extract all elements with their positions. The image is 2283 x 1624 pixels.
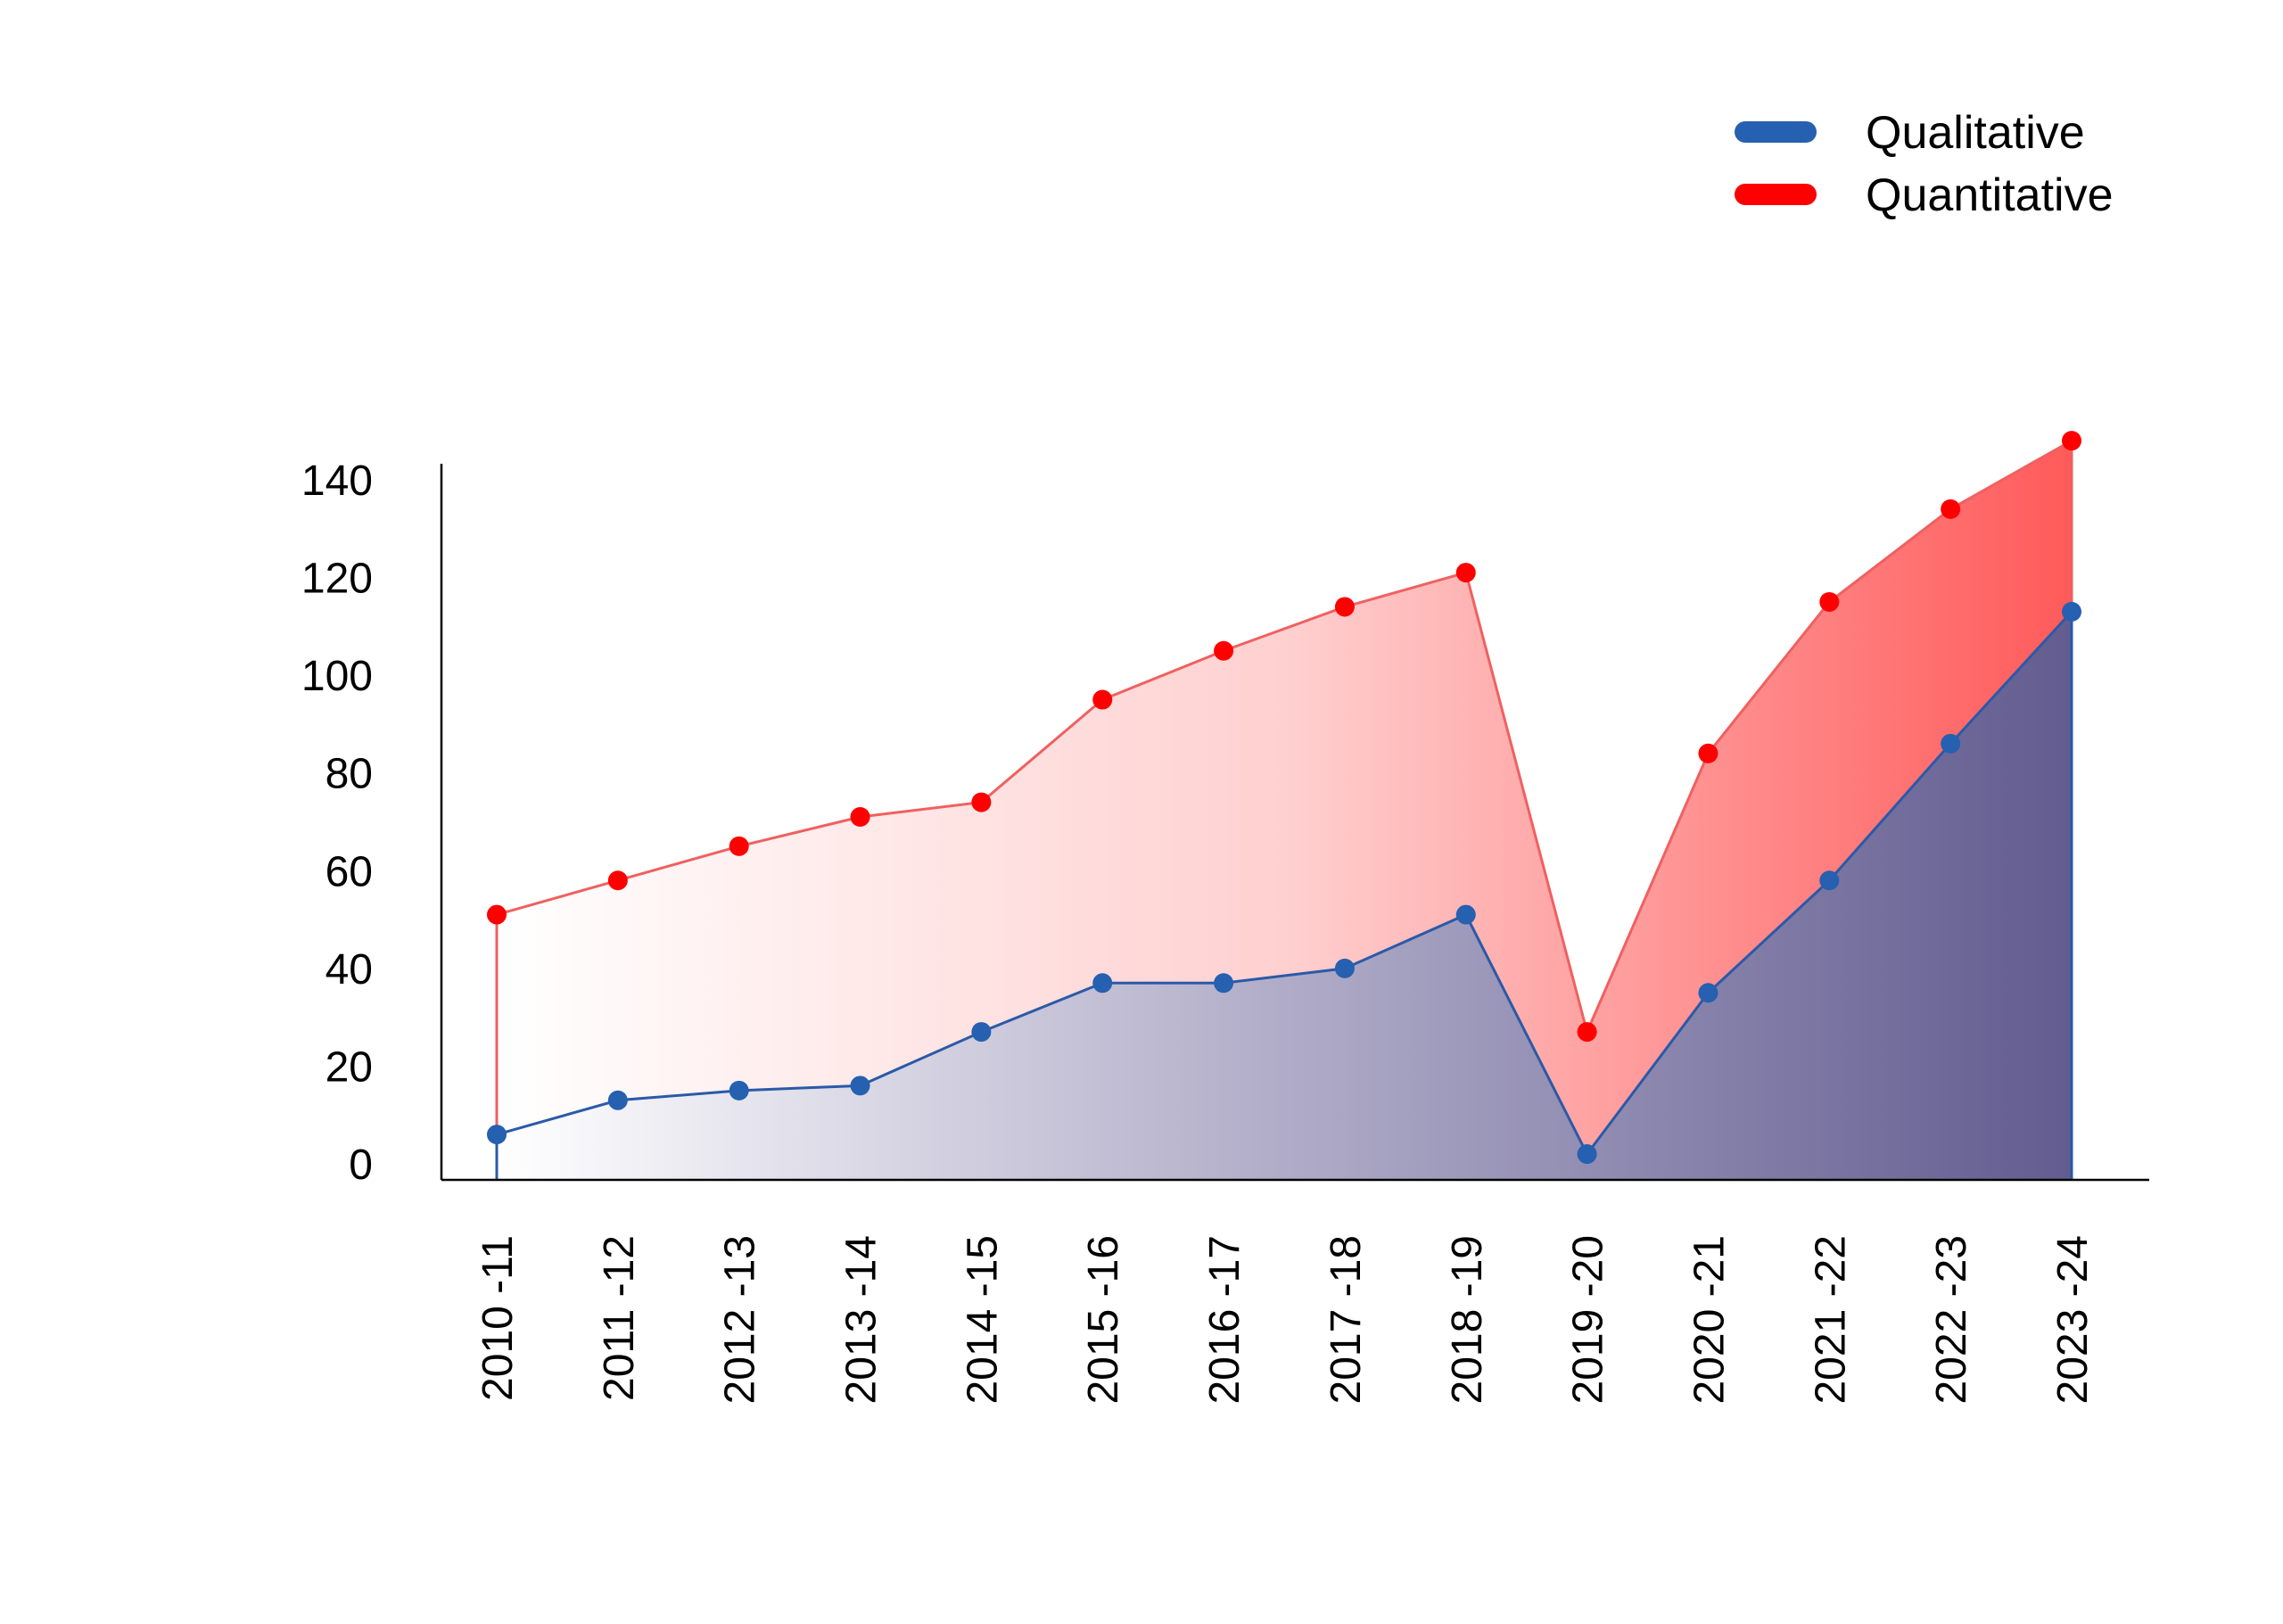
quantitative-line	[495, 438, 2073, 1180]
legend-label-qualitative: Qualitative	[1866, 107, 2085, 159]
quantitative-point-5	[1092, 689, 1113, 710]
quantitative-point-8	[1455, 563, 1476, 583]
quantitative-point-12	[1941, 499, 1961, 519]
y-tick-label: 20	[326, 1043, 373, 1091]
quantitative-area	[497, 441, 2072, 1181]
x-tick-label: 2015 -16	[1080, 1235, 1127, 1405]
x-tick-label: 2017 -18	[1323, 1235, 1370, 1405]
legend-label-quantitative: Quantitative	[1866, 169, 2114, 221]
quantitative-point-9	[1577, 1022, 1597, 1043]
y-tick-label: 40	[326, 946, 373, 993]
quantitative-point-7	[1334, 597, 1355, 617]
qualitative-point-5	[1092, 973, 1113, 993]
qualitative-point-8	[1455, 904, 1476, 925]
legend-swatch-quantitative	[1735, 184, 1817, 205]
qualitative-point-11	[1819, 870, 1840, 891]
y-tick-label: 140	[301, 458, 373, 505]
axes	[440, 464, 2149, 1182]
qualitative-point-13	[2062, 601, 2081, 622]
y-tick-label: 60	[326, 848, 373, 895]
quantitative-point-0	[487, 904, 507, 925]
quantitative-point-6	[1214, 640, 1234, 661]
x-tick-label: 2012 -13	[717, 1235, 764, 1405]
qualitative-line	[495, 608, 2073, 1180]
quantitative-point-10	[1698, 743, 1718, 763]
y-tick-label: 0	[349, 1142, 373, 1189]
qualitative-point-2	[729, 1080, 749, 1101]
y-tick-label: 80	[326, 751, 373, 798]
y-tick-label: 100	[301, 653, 373, 700]
qualitative-point-0	[487, 1125, 507, 1145]
x-tick-label: 2014 -15	[959, 1235, 1006, 1405]
plot-points	[487, 431, 2081, 1165]
qualitative-area	[497, 611, 2072, 1180]
x-tick-label: 2019 -20	[1565, 1235, 1612, 1405]
x-tick-label: 2013 -14	[838, 1235, 886, 1405]
quantitative-point-3	[850, 807, 870, 828]
quantitative-point-2	[729, 836, 749, 856]
qualitative-point-12	[1941, 733, 1961, 754]
plot-areas	[497, 441, 2072, 1181]
x-tick-label: 2018 -19	[1444, 1235, 1491, 1405]
legend-swatch-qualitative	[1735, 121, 1817, 143]
qualitative-point-6	[1214, 973, 1234, 993]
x-tick-label: 2020 -21	[1685, 1235, 1733, 1405]
x-tick-label: 2021 -22	[1807, 1235, 1854, 1405]
plot-lines	[495, 438, 2073, 1180]
x-tick-label: 2022 -23	[1928, 1235, 1975, 1405]
qualitative-point-3	[850, 1076, 870, 1096]
y-tick-label: 120	[301, 556, 373, 603]
x-tick-label: 2011 -12	[596, 1235, 643, 1401]
qualitative-point-4	[971, 1022, 992, 1043]
x-tick-label: 2016 -17	[1201, 1235, 1249, 1405]
x-axis-ticks: 2010 -11 2011 -12 2012 -13 2013 -14 2014 -15…	[474, 1235, 2097, 1405]
qualitative-point-1	[607, 1090, 628, 1110]
qualitative-point-9	[1577, 1144, 1597, 1165]
x-tick-label: 2023 -24	[2049, 1235, 2097, 1405]
quantitative-point-4	[971, 792, 992, 812]
x-tick-label: 2010 -11	[474, 1235, 522, 1401]
qualitative-point-7	[1334, 958, 1355, 978]
qualitative-point-10	[1698, 983, 1718, 1003]
legend: Qualitative Quantitative	[1735, 107, 2114, 221]
y-axis-ticks: 0 20 40 60 80 100 120 140	[301, 458, 373, 1189]
quantitative-point-1	[607, 870, 628, 891]
quantitative-point-13	[2062, 431, 2081, 451]
quantitative-point-11	[1819, 591, 1840, 612]
